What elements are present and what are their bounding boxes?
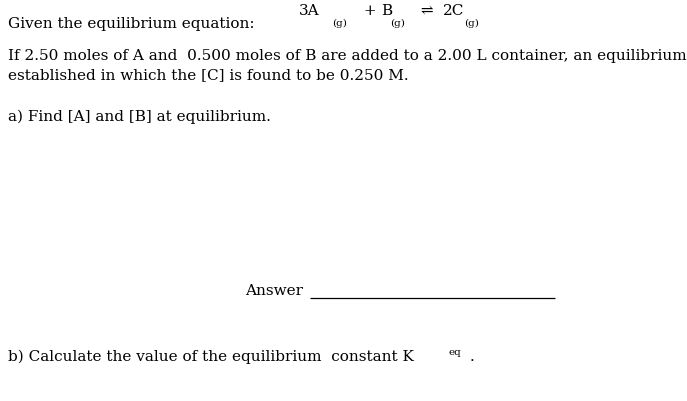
Text: Given the equilibrium equation:: Given the equilibrium equation: (8, 17, 255, 31)
Text: (g): (g) (390, 19, 405, 28)
Text: 2C: 2C (443, 4, 464, 18)
Text: Answer: Answer (245, 284, 303, 298)
Text: b) Calculate the value of the equilibrium  constant K: b) Calculate the value of the equilibriu… (8, 350, 414, 364)
Text: B: B (381, 4, 392, 18)
Text: (g): (g) (332, 19, 347, 28)
Text: 3A: 3A (299, 4, 319, 18)
Text: a) Find [A] and [B] at equilibrium.: a) Find [A] and [B] at equilibrium. (8, 110, 271, 124)
Text: +: + (359, 4, 381, 18)
Text: eq: eq (449, 348, 462, 356)
Text: (g): (g) (464, 19, 479, 28)
Text: .: . (469, 350, 474, 364)
Text: established in which the [C] is found to be 0.250 M.: established in which the [C] is found to… (8, 68, 409, 82)
Text: If 2.50 moles of A and  0.500 moles of B are added to a 2.00 L container, an equ: If 2.50 moles of A and 0.500 moles of B … (8, 49, 687, 63)
Text: ⇌: ⇌ (416, 4, 438, 18)
